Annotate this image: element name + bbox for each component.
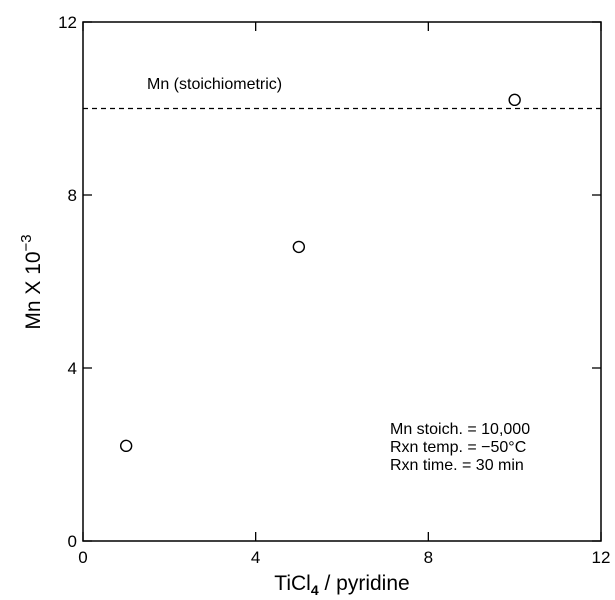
x-tick-label: 8 [424,548,433,567]
data-points [119,93,521,453]
data-point [508,93,521,107]
x-tick-label: 0 [78,548,87,567]
y-axis-title-main: Mn X 10 [22,251,45,329]
annotation-stoich: Mn stoich. = 10,000 [390,421,530,438]
reference-line-label: Mn (stoichiometric) [147,76,282,93]
y-tick-label: 8 [68,186,77,205]
y-tick-label: 4 [68,359,77,378]
plot-frame [82,21,602,542]
x-tick-label: 4 [251,548,260,567]
data-point [119,439,133,453]
x-axis-title-suffix: / pyridine [319,572,410,595]
x-tick-label: 12 [592,548,611,567]
plot-border [82,21,602,542]
annotation-block: Mn stoich. = 10,000 Rxn temp. = −50°C Rx… [390,421,530,474]
data-point [292,240,306,254]
y-axis-title-superscript: −3 [18,234,35,251]
x-axis-title-main: TiCl [274,572,311,595]
axis-ticks: 0 4 8 12 0 4 8 12 [58,13,610,567]
y-tick-label: 0 [68,532,77,551]
y-tick-label: 12 [58,13,77,32]
y-axis-title: Mn X 10−3 [18,234,45,329]
x-axis-title-subscript: 4 [311,582,319,598]
x-axis-title: TiCl4 / pyridine [274,572,409,598]
annotation-temp: Rxn temp. = −50°C [390,439,526,456]
annotation-time: Rxn time. = 30 min [390,457,524,474]
